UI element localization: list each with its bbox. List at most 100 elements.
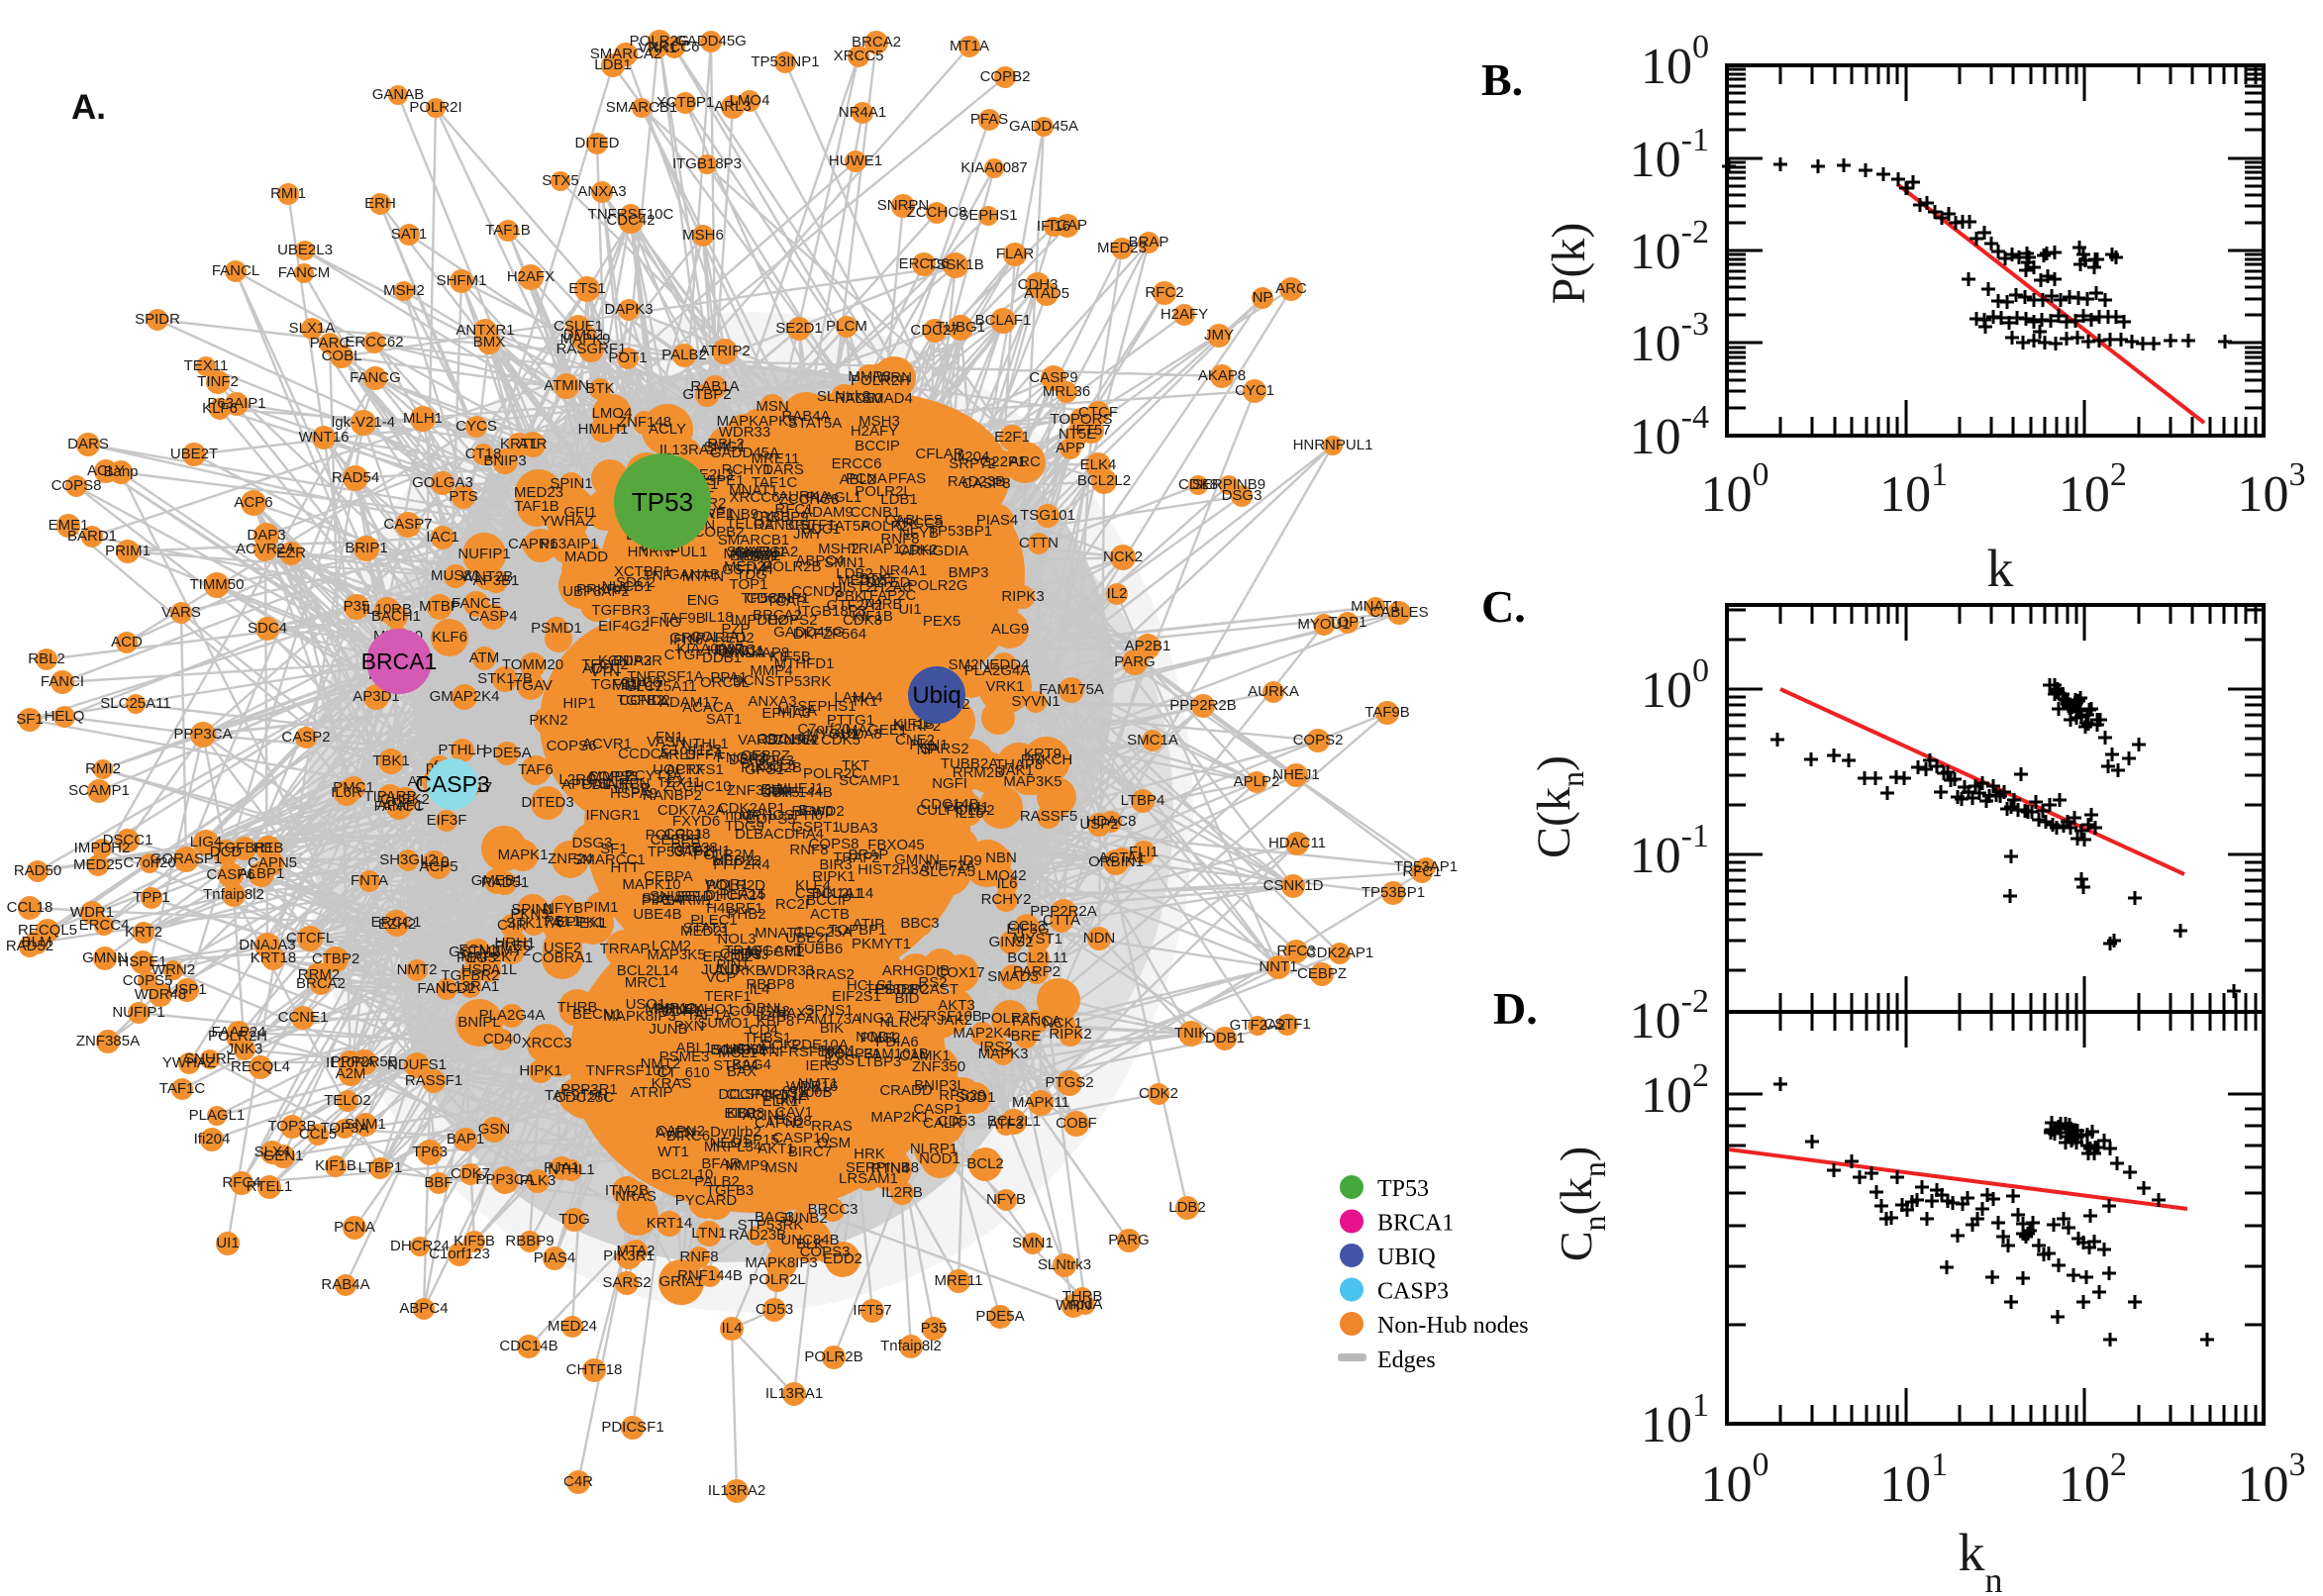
svg-text:IFNG: IFNG xyxy=(646,614,681,631)
svg-text:npdA: npdA xyxy=(725,807,759,824)
svg-text:ATAD5: ATAD5 xyxy=(1024,285,1069,302)
svg-text:CDK2AP1: CDK2AP1 xyxy=(718,800,785,817)
svg-text:STP53RK: STP53RK xyxy=(738,1217,804,1234)
svg-text:NOD1: NOD1 xyxy=(856,1029,897,1046)
svg-text:XRCC3: XRCC3 xyxy=(522,1035,572,1051)
svg-text:SNURF: SNURF xyxy=(184,1050,236,1067)
svg-text:THRB: THRB xyxy=(557,999,598,1016)
svg-text:NOL3: NOL3 xyxy=(717,931,756,948)
svg-text:KRT2: KRT2 xyxy=(125,924,162,941)
svg-text:PSAP: PSAP xyxy=(741,549,780,565)
svg-text:STP53RK: STP53RK xyxy=(765,673,832,690)
svg-text:COPS2: COPS2 xyxy=(1293,732,1344,748)
svg-text:CDC5L: CDC5L xyxy=(746,590,794,607)
svg-text:SLC7A5: SLC7A5 xyxy=(920,863,975,880)
svg-text:YWHAZ: YWHAZ xyxy=(541,513,594,530)
svg-text:EIF2S1: EIF2S1 xyxy=(832,988,881,1005)
svg-text:ABPC4: ABPC4 xyxy=(795,552,844,569)
svg-text:ATRIP2: ATRIP2 xyxy=(699,343,750,359)
svg-text:JAK2: JAK2 xyxy=(937,1012,972,1029)
svg-text:SLC25A11: SLC25A11 xyxy=(100,695,170,712)
svg-text:NTHL1: NTHL1 xyxy=(548,1161,595,1178)
svg-text:ZNF24: ZNF24 xyxy=(548,850,593,867)
svg-text:ARC: ARC xyxy=(1009,453,1041,470)
svg-text:HSPA9: HSPA9 xyxy=(610,785,657,802)
svg-text:FLI1: FLI1 xyxy=(1129,844,1159,860)
svg-text:CDC42: CDC42 xyxy=(606,212,655,229)
svg-text:UBE2T: UBE2T xyxy=(170,446,218,462)
svg-text:ETS1: ETS1 xyxy=(568,280,606,297)
svg-text:C.: C. xyxy=(1481,581,1526,632)
svg-text:ZNF385A: ZNF385A xyxy=(727,782,790,799)
svg-text:POLR2B: POLR2B xyxy=(804,1348,862,1365)
svg-text:TP53INP1: TP53INP1 xyxy=(751,53,819,70)
svg-text:EIF3J: EIF3J xyxy=(730,947,768,963)
svg-text:BAP1: BAP1 xyxy=(447,1131,484,1147)
svg-text:RAD23B: RAD23B xyxy=(948,473,1005,490)
svg-text:ARL3: ARL3 xyxy=(658,747,696,763)
svg-text:PZP: PZP xyxy=(721,621,750,638)
svg-text:CASP8: CASP8 xyxy=(961,475,1010,492)
svg-text:PLEKHO1: PLEKHO1 xyxy=(665,1001,734,1018)
svg-text:KLF6: KLF6 xyxy=(202,400,238,417)
svg-text:CASP3: CASP3 xyxy=(415,771,489,797)
svg-text:SIVA1: SIVA1 xyxy=(736,1041,776,1057)
svg-text:ATM: ATM xyxy=(469,649,500,666)
svg-text:FLAR: FLAR xyxy=(996,246,1035,262)
svg-text:CDK5: CDK5 xyxy=(821,732,860,748)
svg-text:SERPINB8: SERPINB8 xyxy=(846,1159,919,1176)
svg-text:CDK8: CDK8 xyxy=(843,612,882,629)
svg-text:IER3: IER3 xyxy=(805,1057,838,1074)
svg-text:SARS2: SARS2 xyxy=(602,1274,651,1291)
svg-text:IL2: IL2 xyxy=(1107,585,1128,602)
svg-text:UNC84B: UNC84B xyxy=(780,1232,839,1248)
svg-text:PTGS2: PTGS2 xyxy=(1045,1074,1093,1091)
svg-text:RNF8: RNF8 xyxy=(880,531,919,548)
svg-text:TBK1: TBK1 xyxy=(372,752,410,769)
svg-text:ACIN1: ACIN1 xyxy=(743,1107,786,1124)
svg-text:CEBPB: CEBPB xyxy=(651,832,701,848)
svg-text:IFT57: IFT57 xyxy=(853,1302,891,1319)
svg-text:POT1: POT1 xyxy=(608,349,647,366)
svg-text:CCND2: CCND2 xyxy=(619,692,670,709)
svg-text:JUND: JUND xyxy=(701,961,741,978)
svg-text:BRCC3: BRCC3 xyxy=(808,1201,858,1218)
svg-text:PIAS4: PIAS4 xyxy=(642,892,684,909)
svg-text:THRB: THRB xyxy=(862,596,903,613)
svg-text:PLAGL1: PLAGL1 xyxy=(806,489,862,506)
svg-text:MSN: MSN xyxy=(764,1159,797,1176)
svg-text:HNRNPUL1: HNRNPUL1 xyxy=(1293,437,1373,453)
svg-text:TPP1: TPP1 xyxy=(133,889,170,906)
svg-text:LTN1: LTN1 xyxy=(691,1225,727,1242)
svg-text:Edges: Edges xyxy=(1377,1347,1436,1373)
svg-text:CT_610: CT_610 xyxy=(656,1064,709,1081)
svg-text:SEPHS1: SEPHS1 xyxy=(797,698,856,715)
svg-text:SF1: SF1 xyxy=(16,711,44,728)
svg-text:BCAP31: BCAP31 xyxy=(824,1046,881,1062)
svg-text:TAF9T5H: TAF9T5H xyxy=(545,1087,608,1104)
svg-text:DITED: DITED xyxy=(575,135,620,151)
svg-text:KRT9: KRT9 xyxy=(1024,746,1061,762)
svg-text:MCL1: MCL1 xyxy=(718,1045,758,1061)
svg-text:HCLS1: HCLS1 xyxy=(847,977,894,994)
svg-text:GMAP2K4: GMAP2K4 xyxy=(430,688,500,705)
svg-text:AKT1: AKT1 xyxy=(758,1141,795,1157)
svg-text:BBF: BBF xyxy=(424,1174,453,1191)
svg-text:UBE2I: UBE2I xyxy=(785,930,828,947)
svg-text:RAB4A: RAB4A xyxy=(781,408,830,425)
svg-text:SAT1: SAT1 xyxy=(391,226,427,243)
svg-text:RNF8: RNF8 xyxy=(679,1248,718,1265)
svg-text:Banp: Banp xyxy=(103,463,138,480)
svg-text:CARM1: CARM1 xyxy=(735,544,787,560)
svg-text:SHFM1: SHFM1 xyxy=(437,272,487,289)
svg-text:NTHL1: NTHL1 xyxy=(681,736,729,752)
svg-text:D.: D. xyxy=(1493,983,1538,1034)
svg-text:SOD1: SOD1 xyxy=(956,1089,996,1106)
svg-text:PCNA: PCNA xyxy=(334,1219,375,1236)
svg-text:FAM175A: FAM175A xyxy=(1039,681,1104,698)
svg-text:STK24: STK24 xyxy=(713,1057,758,1074)
svg-text:SMARCB1: SMARCB1 xyxy=(606,99,678,116)
svg-text:NLRC4: NLRC4 xyxy=(879,1014,928,1031)
svg-text:PLA2G4A: PLA2G4A xyxy=(479,1007,546,1024)
svg-text:PDICSF1: PDICSF1 xyxy=(601,1419,663,1436)
